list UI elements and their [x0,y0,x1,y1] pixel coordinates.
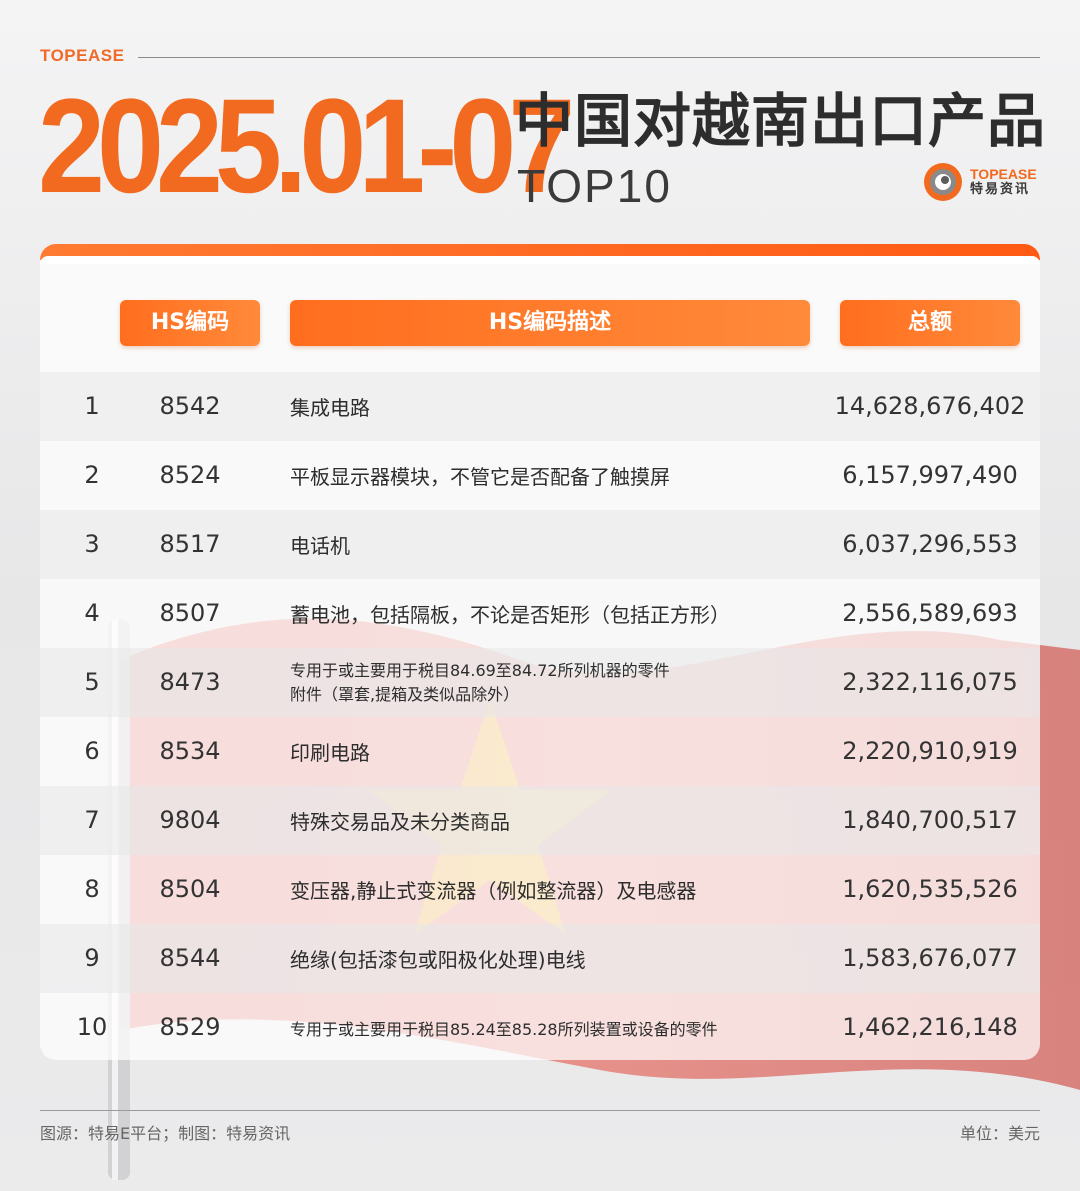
row-rank: 8 [84,875,100,903]
row-description: 集成电路 [290,396,370,420]
row-description: 平板显示器模块，不管它是否配备了触摸屏 [290,465,670,489]
row-amount: 2,322,116,075 [842,668,1018,696]
row-amount: 1,462,216,148 [842,1013,1018,1041]
row-description: 印刷电路 [290,741,370,765]
row-description: 蓄电池，包括隔板，不论是否矩形（包括正方形） [290,603,730,627]
row-hs-code: 8517 [159,530,221,558]
row-description: 电话机 [290,534,350,558]
row-hs-code: 8529 [159,1013,221,1041]
row-description: 变压器,静止式变流器（例如整流器）及电感器 [290,879,697,903]
row-rank: 6 [84,737,100,765]
top-divider [138,57,1040,58]
logo-text-cn: 特易资讯 [970,182,1031,197]
table-row: 4 8507 蓄电池，包括隔板，不论是否矩形（包括正方形） 2,556,589,… [40,579,1040,648]
row-hs-code: 8504 [159,875,221,903]
topease-logo-icon [924,163,962,201]
row-description: 专用于或主要用于税目85.24至85.28所列装置或设备的零件 [290,1019,718,1039]
row-hs-code: 8507 [159,599,221,627]
row-rank: 1 [84,392,100,420]
brand-label: TOPEASE [40,46,125,65]
page-subtitle: TOP10 [517,160,672,212]
header-hs-description: HS编码描述 [290,300,810,346]
page-title: 中国对越南出口产品 [515,87,1047,155]
row-amount: 6,157,997,490 [842,461,1018,489]
row-rank: 7 [84,806,100,834]
row-amount: 2,220,910,919 [842,737,1018,765]
table-row: 6 8534 印刷电路 2,220,910,919 [40,717,1040,786]
row-description-line2: 附件（罩套,提箱及类似品除外） [290,684,520,704]
unit-label: 单位：美元 [959,1124,1040,1143]
row-description: 特殊交易品及未分类商品 [290,810,510,834]
row-hs-code: 8542 [159,392,221,420]
row-description: 专用于或主要用于税目84.69至84.72所列机器的零件 附件（罩套,提箱及类似… [290,648,810,717]
row-description: 绝缘(包括漆包或阳极化处理)电线 [290,948,586,972]
table-row: 2 8524 平板显示器模块，不管它是否配备了触摸屏 6,157,997,490 [40,441,1040,510]
table-row: 10 8529 专用于或主要用于税目85.24至85.28所列装置或设备的零件 … [40,993,1040,1060]
row-amount: 2,556,589,693 [842,599,1018,627]
row-rank: 3 [84,530,100,558]
row-rank: 9 [84,944,100,972]
row-rank: 4 [84,599,100,627]
header-hs-code: HS编码 [120,300,260,346]
table-row: 7 9804 特殊交易品及未分类商品 1,840,700,517 [40,786,1040,855]
period-title: 2025.01-07 [38,72,575,221]
row-amount: 6,037,296,553 [842,530,1018,558]
row-description-line1: 专用于或主要用于税目84.69至84.72所列机器的零件 [290,660,670,680]
row-amount: 1,583,676,077 [842,944,1018,972]
table-row: 3 8517 电话机 6,037,296,553 [40,510,1040,579]
table-row: 9 8544 绝缘(包括漆包或阳极化处理)电线 1,583,676,077 [40,924,1040,993]
table-row: 8 8504 变压器,静止式变流器（例如整流器）及电感器 1,620,535,5… [40,855,1040,924]
table-row: 1 8542 集成电路 14,628,676,402 [40,372,1040,441]
row-rank: 2 [84,461,100,489]
row-hs-code: 8544 [159,944,221,972]
row-amount: 1,840,700,517 [842,806,1018,834]
row-hs-code: 8534 [159,737,221,765]
row-hs-code: 9804 [159,806,221,834]
topease-logo: TOPEASE 特易资讯 [922,160,1052,204]
row-hs-code: 8524 [159,461,221,489]
row-rank: 10 [76,1013,108,1041]
row-rank: 5 [84,668,100,696]
row-amount: 1,620,535,526 [842,875,1018,903]
table-row: 5 8473 专用于或主要用于税目84.69至84.72所列机器的零件 附件（罩… [40,648,1040,717]
ranking-table-card: HS编码 HS编码描述 总额 1 8542 集成电路 14,628,676,40… [40,244,1040,1060]
logo-text-en: TOPEASE [970,166,1037,182]
source-credit: 图源：特易E平台；制图：特易资讯 [40,1124,291,1143]
row-amount: 14,628,676,402 [834,392,1026,420]
header-total-amount: 总额 [840,300,1020,346]
row-hs-code: 8473 [159,668,221,696]
table-body: 1 8542 集成电路 14,628,676,402 2 8524 平板显示器模… [40,372,1040,1060]
footer-divider [40,1110,1040,1111]
